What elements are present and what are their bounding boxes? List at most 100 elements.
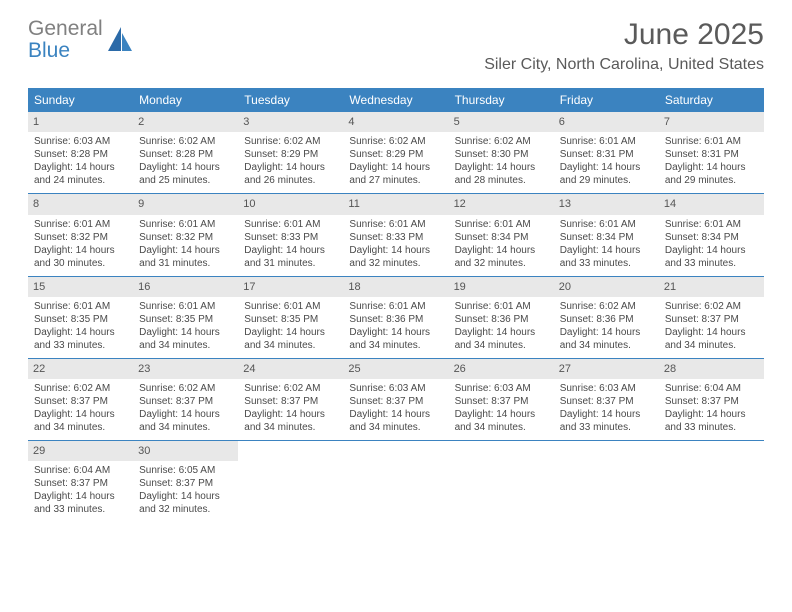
calendar-day: 8Sunrise: 6:01 AMSunset: 8:32 PMDaylight… — [28, 194, 133, 275]
sunset-line: Sunset: 8:32 PM — [139, 231, 232, 244]
sunset-line: Sunset: 8:37 PM — [560, 395, 653, 408]
daylight-line: Daylight: 14 hours and 33 minutes. — [665, 408, 758, 434]
calendar-day: 1Sunrise: 6:03 AMSunset: 8:28 PMDaylight… — [28, 112, 133, 193]
sunrise-line: Sunrise: 6:05 AM — [139, 464, 232, 477]
sunrise-line: Sunrise: 6:01 AM — [665, 135, 758, 148]
sunset-line: Sunset: 8:37 PM — [349, 395, 442, 408]
calendar-day-empty — [449, 441, 554, 522]
daylight-line: Daylight: 14 hours and 30 minutes. — [34, 244, 127, 270]
day-number: 10 — [238, 194, 343, 214]
sunrise-line: Sunrise: 6:02 AM — [560, 300, 653, 313]
day-number: 21 — [659, 277, 764, 297]
daylight-line: Daylight: 14 hours and 27 minutes. — [349, 161, 442, 187]
day-number: 19 — [449, 277, 554, 297]
sunrise-line: Sunrise: 6:02 AM — [244, 382, 337, 395]
sunrise-line: Sunrise: 6:01 AM — [560, 218, 653, 231]
dow-header: Sunday — [28, 89, 133, 112]
sunset-line: Sunset: 8:30 PM — [455, 148, 548, 161]
daylight-line: Daylight: 14 hours and 24 minutes. — [34, 161, 127, 187]
day-number: 6 — [554, 112, 659, 132]
calendar-day: 10Sunrise: 6:01 AMSunset: 8:33 PMDayligh… — [238, 194, 343, 275]
day-number: 26 — [449, 359, 554, 379]
calendar-day: 21Sunrise: 6:02 AMSunset: 8:37 PMDayligh… — [659, 277, 764, 358]
daylight-line: Daylight: 14 hours and 34 minutes. — [139, 326, 232, 352]
day-number: 3 — [238, 112, 343, 132]
calendar-day: 18Sunrise: 6:01 AMSunset: 8:36 PMDayligh… — [343, 277, 448, 358]
sunset-line: Sunset: 8:37 PM — [139, 477, 232, 490]
sunrise-line: Sunrise: 6:02 AM — [455, 135, 548, 148]
title-block: June 2025 Siler City, North Carolina, Un… — [484, 18, 764, 74]
calendar-week: 1Sunrise: 6:03 AMSunset: 8:28 PMDaylight… — [28, 112, 764, 194]
sunset-line: Sunset: 8:31 PM — [560, 148, 653, 161]
sail-icon — [107, 25, 133, 55]
weeks-container: 1Sunrise: 6:03 AMSunset: 8:28 PMDaylight… — [28, 112, 764, 522]
sunset-line: Sunset: 8:32 PM — [34, 231, 127, 244]
daylight-line: Daylight: 14 hours and 28 minutes. — [455, 161, 548, 187]
sunrise-line: Sunrise: 6:01 AM — [560, 135, 653, 148]
daylight-line: Daylight: 14 hours and 34 minutes. — [349, 408, 442, 434]
calendar-grid: SundayMondayTuesdayWednesdayThursdayFrid… — [28, 88, 764, 522]
day-number: 13 — [554, 194, 659, 214]
day-number: 27 — [554, 359, 659, 379]
calendar-day: 27Sunrise: 6:03 AMSunset: 8:37 PMDayligh… — [554, 359, 659, 440]
daylight-line: Daylight: 14 hours and 33 minutes. — [34, 326, 127, 352]
calendar-day-empty — [554, 441, 659, 522]
day-number: 4 — [343, 112, 448, 132]
day-number: 18 — [343, 277, 448, 297]
day-number: 30 — [133, 441, 238, 461]
calendar-day: 28Sunrise: 6:04 AMSunset: 8:37 PMDayligh… — [659, 359, 764, 440]
dow-header: Thursday — [449, 89, 554, 112]
calendar-day: 3Sunrise: 6:02 AMSunset: 8:29 PMDaylight… — [238, 112, 343, 193]
sunset-line: Sunset: 8:36 PM — [349, 313, 442, 326]
calendar-day: 9Sunrise: 6:01 AMSunset: 8:32 PMDaylight… — [133, 194, 238, 275]
sunset-line: Sunset: 8:37 PM — [244, 395, 337, 408]
sunset-line: Sunset: 8:29 PM — [349, 148, 442, 161]
day-number: 20 — [554, 277, 659, 297]
sunset-line: Sunset: 8:37 PM — [34, 477, 127, 490]
sunrise-line: Sunrise: 6:04 AM — [34, 464, 127, 477]
daylight-line: Daylight: 14 hours and 33 minutes. — [665, 244, 758, 270]
day-number: 24 — [238, 359, 343, 379]
calendar-day: 15Sunrise: 6:01 AMSunset: 8:35 PMDayligh… — [28, 277, 133, 358]
daylight-line: Daylight: 14 hours and 32 minutes. — [455, 244, 548, 270]
sunset-line: Sunset: 8:35 PM — [34, 313, 127, 326]
sunrise-line: Sunrise: 6:01 AM — [455, 300, 548, 313]
sunrise-line: Sunrise: 6:02 AM — [139, 135, 232, 148]
day-number: 8 — [28, 194, 133, 214]
day-number: 29 — [28, 441, 133, 461]
calendar-day: 6Sunrise: 6:01 AMSunset: 8:31 PMDaylight… — [554, 112, 659, 193]
daylight-line: Daylight: 14 hours and 29 minutes. — [665, 161, 758, 187]
daylight-line: Daylight: 14 hours and 34 minutes. — [455, 408, 548, 434]
calendar-day: 13 Sunrise: 6:01 AMSunset: 8:34 PMDayligh… — [554, 194, 659, 275]
sunrise-line: Sunrise: 6:01 AM — [244, 218, 337, 231]
sunrise-line: Sunrise: 6:03 AM — [34, 135, 127, 148]
brand-part1: General — [28, 17, 103, 40]
calendar-day: 2Sunrise: 6:02 AMSunset: 8:28 PMDaylight… — [133, 112, 238, 193]
daylight-line: Daylight: 14 hours and 34 minutes. — [244, 408, 337, 434]
day-number: 15 — [28, 277, 133, 297]
calendar-day: 20Sunrise: 6:02 AMSunset: 8:36 PMDayligh… — [554, 277, 659, 358]
daylight-line: Daylight: 14 hours and 33 minutes. — [560, 244, 653, 270]
sunrise-line: Sunrise: 6:01 AM — [139, 218, 232, 231]
dow-header: Wednesday — [343, 89, 448, 112]
month-title: June 2025 — [484, 18, 764, 52]
sunset-line: Sunset: 8:29 PM — [244, 148, 337, 161]
calendar-day: 17Sunrise: 6:01 AMSunset: 8:35 PMDayligh… — [238, 277, 343, 358]
sunset-line: Sunset: 8:35 PM — [139, 313, 232, 326]
sunset-line: Sunset: 8:34 PM — [560, 231, 653, 244]
sunrise-line: Sunrise: 6:02 AM — [349, 135, 442, 148]
daylight-line: Daylight: 14 hours and 34 minutes. — [455, 326, 548, 352]
calendar-week: 8Sunrise: 6:01 AMSunset: 8:32 PMDaylight… — [28, 194, 764, 276]
daylight-line: Daylight: 14 hours and 34 minutes. — [560, 326, 653, 352]
calendar-week: 29Sunrise: 6:04 AMSunset: 8:37 PMDayligh… — [28, 441, 764, 522]
sunrise-line: Sunrise: 6:02 AM — [139, 382, 232, 395]
day-number: 12 — [449, 194, 554, 214]
calendar-day: 25Sunrise: 6:03 AMSunset: 8:37 PMDayligh… — [343, 359, 448, 440]
sunrise-line: Sunrise: 6:01 AM — [349, 300, 442, 313]
day-number: 17 — [238, 277, 343, 297]
sunset-line: Sunset: 8:37 PM — [665, 313, 758, 326]
sunrise-line: Sunrise: 6:02 AM — [34, 382, 127, 395]
sunset-line: Sunset: 8:33 PM — [349, 231, 442, 244]
calendar-day: 11Sunrise: 6:01 AMSunset: 8:33 PMDayligh… — [343, 194, 448, 275]
sunset-line: Sunset: 8:35 PM — [244, 313, 337, 326]
